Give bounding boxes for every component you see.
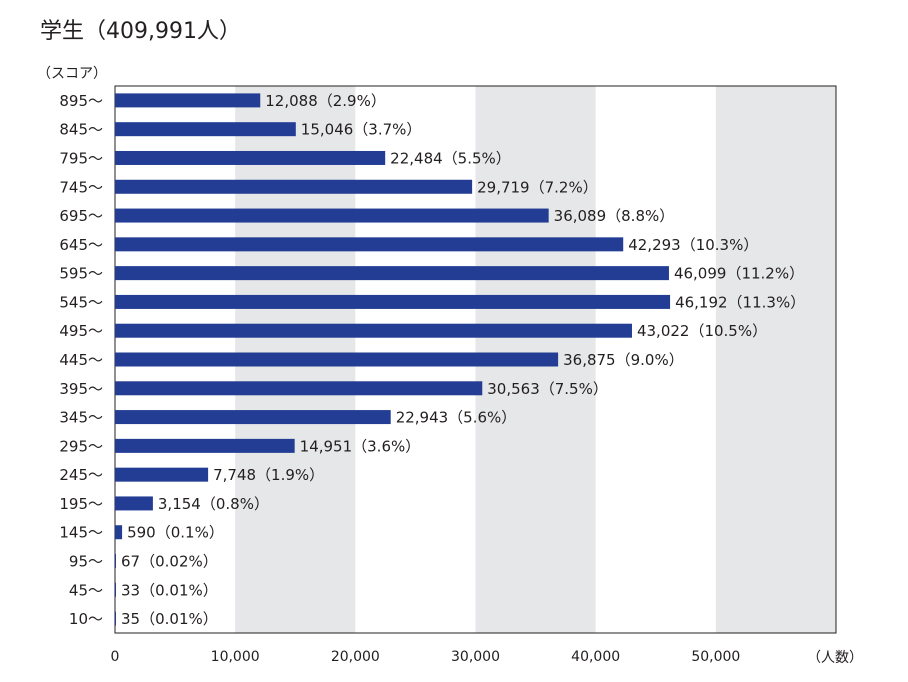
value-label: 15,046（3.7%）	[301, 121, 422, 139]
y-tick-label: 845～	[59, 121, 103, 139]
y-tick-label: 645～	[59, 236, 103, 254]
x-tick-label: 10,000	[211, 649, 260, 665]
value-label: 46,192（11.3%）	[675, 293, 805, 311]
bar	[115, 611, 116, 626]
value-label: 33（0.01%）	[121, 581, 218, 599]
bar	[115, 496, 153, 511]
y-tick-label: 795～	[59, 149, 103, 167]
value-label: 22,484（5.5%）	[390, 149, 511, 167]
y-tick-label: 10～	[69, 610, 103, 628]
y-tick-label: 295～	[59, 437, 103, 455]
bar	[115, 582, 116, 597]
value-label: 43,022（10.5%）	[637, 322, 767, 340]
y-tick-label: 95～	[69, 553, 103, 571]
y-tick-label: 195～	[59, 495, 103, 513]
y-tick-label: 445～	[59, 351, 103, 369]
value-label: 36,089（8.8%）	[554, 207, 675, 225]
y-tick-label: 395～	[59, 380, 103, 398]
bar	[115, 237, 624, 252]
bar	[115, 381, 483, 396]
bar	[115, 323, 632, 338]
y-axis-label: （スコア）	[37, 66, 107, 82]
value-label: 22,943（5.6%）	[396, 409, 517, 427]
x-tick-label: 40,000	[571, 649, 620, 665]
bar	[115, 525, 123, 540]
value-label: 7,748（1.9%）	[213, 466, 324, 484]
bar	[115, 352, 559, 367]
bar	[115, 150, 386, 165]
x-axis-label: （人数）	[807, 650, 863, 666]
x-tick-label: 0	[111, 649, 120, 665]
y-tick-label: 895～	[59, 92, 103, 110]
bar	[115, 294, 671, 309]
y-tick-label: 695～	[59, 207, 103, 225]
value-label: 30,563（7.5%）	[487, 380, 608, 398]
y-tick-label: 495～	[59, 322, 103, 340]
value-label: 590（0.1%）	[127, 524, 224, 542]
value-label: 42,293（10.3%）	[628, 236, 758, 254]
bar	[115, 208, 549, 223]
value-label: 12,088（2.9%）	[265, 92, 386, 110]
bar	[115, 467, 209, 482]
y-tick-label: 545～	[59, 293, 103, 311]
value-label: 46,099（11.2%）	[674, 265, 804, 283]
value-label: 14,951（3.6%）	[300, 437, 421, 455]
y-tick-label: 245～	[59, 466, 103, 484]
chart-title: 学生（409,991人）	[40, 19, 241, 44]
x-tick-label: 50,000	[691, 649, 740, 665]
bar	[115, 410, 391, 425]
value-label: 67（0.02%）	[121, 553, 218, 571]
bar	[115, 93, 261, 108]
y-tick-label: 345～	[59, 409, 103, 427]
bar	[115, 122, 296, 137]
y-tick-label: 45～	[69, 581, 103, 599]
bar	[115, 554, 116, 569]
value-label: 35（0.01%）	[121, 610, 218, 628]
value-label: 29,719（7.2%）	[477, 178, 598, 196]
y-tick-label: 595～	[59, 265, 103, 283]
bar	[115, 438, 295, 453]
value-label: 3,154（0.8%）	[158, 495, 269, 513]
value-label: 36,875（9.0%）	[563, 351, 684, 369]
y-tick-label: 145～	[59, 524, 103, 542]
bar	[115, 179, 473, 194]
x-tick-label: 30,000	[451, 649, 500, 665]
grid-band	[715, 86, 836, 633]
y-tick-label: 745～	[59, 178, 103, 196]
bar	[115, 266, 669, 281]
x-tick-label: 20,000	[331, 649, 380, 665]
